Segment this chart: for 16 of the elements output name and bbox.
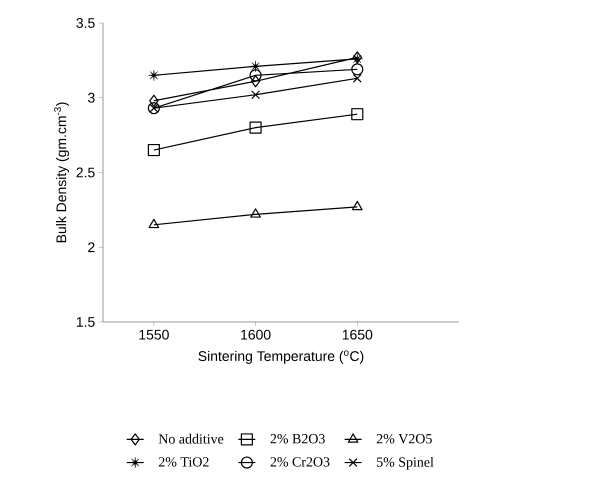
legend-label: 2% TiO2 — [158, 457, 209, 467]
legend-label: 2% B2O3 — [270, 434, 325, 444]
x-tick-label: 1550 — [139, 330, 169, 340]
y-axis-title: Bulk Density (gm.cm$^{-3}$) — [54, 102, 70, 242]
y-tick-label: 1.5 — [76, 317, 95, 327]
y-tick-label: 3.5 — [76, 18, 95, 28]
y-tick-label: 2.5 — [76, 168, 95, 178]
y-tick-label: 3 — [88, 92, 95, 103]
x-tick-label: 1600 — [241, 330, 271, 340]
x-axis-title: Sintering Temperature ($^{o}$C) — [198, 350, 364, 364]
legend-label: 5% Spinel — [377, 456, 434, 470]
legend-label: No additive — [158, 434, 224, 444]
legend-label: 2% Cr2O3 — [270, 457, 330, 467]
x-tick-label: 1650 — [342, 330, 372, 340]
legend-label: 2% V2O5 — [376, 434, 432, 444]
y-tick-label: 2 — [88, 242, 95, 252]
